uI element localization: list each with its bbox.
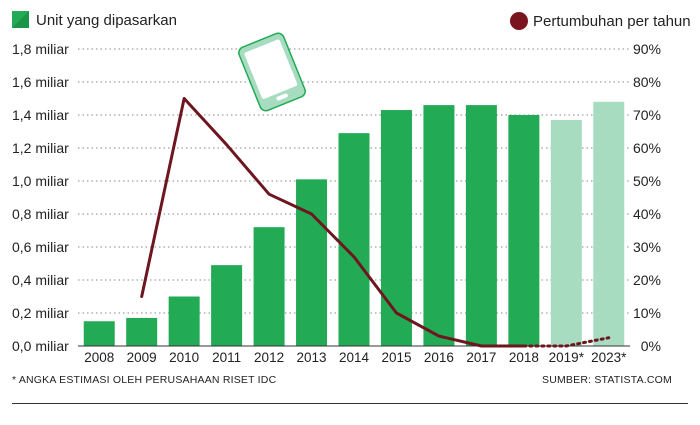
y-left-tick-label: 1,4 miliar (12, 107, 69, 123)
x-tick-label: 2012 (254, 350, 284, 365)
legend-bar: Unit yang dipasarkan (12, 11, 177, 29)
y-left-tick-label: 1,2 miliar (12, 140, 69, 156)
bar-2019-est (550, 119, 582, 346)
x-axis: 2008 2009 2010 2011 2012 2013 2014 2015 2016 2017… (84, 350, 627, 365)
legend-bar-swatch-shade (12, 11, 29, 28)
y-right-tick-label: 30% (633, 239, 661, 255)
legend-line-label: Pertumbuhan per tahun (533, 13, 691, 30)
legend-line-dot (510, 12, 528, 30)
growth-line-estimated (522, 336, 611, 348)
footnote: * ANGKA ESTIMASI OLEH PERUSAHAAN RISET I… (12, 374, 277, 386)
x-tick-label: 2009 (127, 350, 157, 365)
y-axis-left: 0,0 miliar 0,2 miliar 0,4 miliar 0,6 miliar… (12, 41, 69, 354)
legend-line: Pertumbuhan per tahun (510, 12, 691, 30)
bar-2010 (168, 296, 200, 346)
x-tick-label: 2018 (509, 350, 539, 365)
y-left-tick-label: 0,8 miliar (12, 206, 69, 222)
x-tick-label: 2015 (381, 350, 411, 365)
y-right-tick-label: 20% (633, 272, 661, 288)
y-left-tick-label: 1,0 miliar (12, 173, 69, 189)
x-tick-label: 2011 (212, 350, 241, 365)
x-tick-label: 2008 (84, 350, 114, 365)
phone-icon (238, 32, 306, 112)
bar-2013 (296, 179, 328, 346)
source: SUMBER: STATISTA.COM (541, 374, 672, 386)
x-tick-label: 2019* (549, 350, 585, 365)
y-right-tick-label: 10% (633, 305, 661, 321)
growth-line (140, 97, 611, 348)
bar-2017 (465, 105, 497, 346)
bar-2023-est (593, 101, 625, 346)
x-tick-label: 2023* (591, 350, 627, 365)
y-left-tick-label: 0,6 miliar (12, 239, 69, 255)
bar-2008 (83, 321, 115, 346)
bar-2015 (380, 110, 412, 346)
y-right-tick-label: 0% (641, 338, 661, 354)
x-tick-label: 2016 (424, 350, 454, 365)
y-left-tick-label: 0,4 miliar (12, 272, 69, 288)
legend-bar-label: Unit yang dipasarkan (36, 12, 177, 29)
divider (12, 403, 688, 404)
bars (78, 101, 630, 347)
y-right-tick-label: 60% (633, 140, 661, 156)
y-axis-right: 0% 10% 20% 30% 40% 50% 60% 70% 80% 90% (633, 41, 661, 354)
y-right-tick-label: 70% (633, 107, 661, 123)
x-tick-label: 2010 (169, 350, 199, 365)
x-tick-label: 2013 (297, 350, 327, 365)
bar-2011 (211, 265, 243, 346)
y-right-tick-label: 90% (633, 41, 661, 57)
bar-2012 (253, 227, 285, 346)
y-left-tick-label: 1,8 miliar (12, 41, 69, 57)
bar-2016 (423, 105, 455, 346)
bar-2009 (126, 317, 158, 346)
y-left-tick-label: 0,0 miliar (12, 338, 69, 354)
y-right-tick-label: 50% (633, 173, 661, 189)
y-left-tick-label: 0,2 miliar (12, 305, 69, 321)
y-right-tick-label: 80% (633, 74, 661, 90)
bar-2018 (508, 115, 540, 346)
growth-line-actual (140, 97, 526, 348)
y-right-tick-label: 40% (633, 206, 661, 222)
x-tick-label: 2014 (339, 350, 370, 365)
x-tick-label: 2017 (466, 350, 496, 365)
bar-2014 (338, 133, 370, 346)
y-left-tick-label: 1,6 miliar (12, 74, 69, 90)
